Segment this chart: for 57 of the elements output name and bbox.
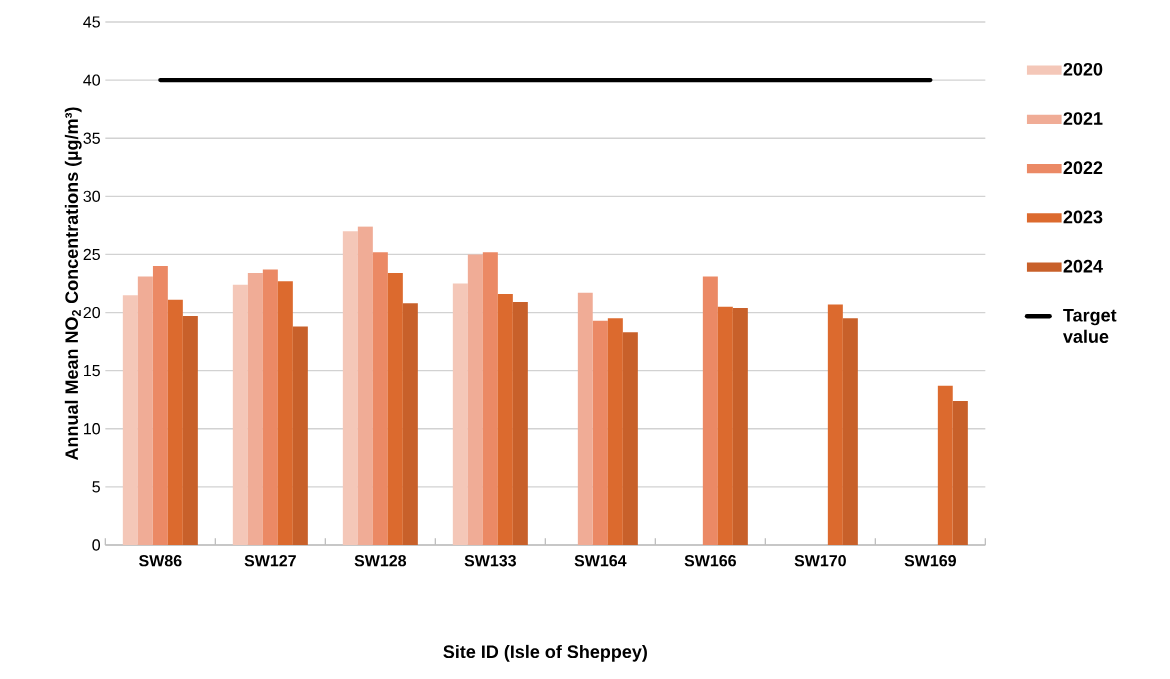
x-tick-label: SW128	[354, 555, 407, 567]
bar	[387, 273, 403, 546]
bar	[937, 385, 953, 546]
x-tick-label: SW164	[574, 555, 627, 567]
y-tick-label: 20	[83, 306, 101, 319]
bar	[512, 302, 528, 546]
y-tick-label: 10	[84, 423, 101, 435]
bar	[372, 252, 388, 546]
x-tick-label: SW86	[139, 555, 182, 567]
y-tick-label: 30	[83, 190, 101, 202]
bar	[952, 400, 968, 546]
x-tick-label: SW169	[904, 555, 956, 567]
y-tick-label: 0	[92, 539, 101, 551]
y-axis-title: Annual Mean NO$_{2}$ Concentrations (µg/m³)	[64, 107, 82, 461]
bar	[592, 320, 608, 546]
bar	[452, 283, 468, 546]
y-tick-label: 40	[83, 74, 101, 86]
bar	[262, 269, 278, 546]
bar	[622, 332, 638, 546]
y-tick-label: 35	[83, 132, 100, 144]
y-tick-label: 45	[83, 16, 100, 28]
y-tick-label: 15	[84, 365, 100, 377]
x-tick-label: SW127	[244, 555, 296, 567]
x-axis-title: Site ID (Isle of Sheppey)	[443, 644, 647, 662]
bar	[277, 281, 293, 546]
bar	[607, 318, 623, 546]
bar	[497, 293, 513, 546]
bar	[122, 295, 138, 546]
bar	[827, 304, 843, 546]
bar	[842, 318, 858, 546]
legend-label: 2022	[1063, 161, 1103, 175]
bar	[467, 254, 483, 546]
legend-label: 2023	[1063, 210, 1103, 224]
legend-label: 2021	[1063, 112, 1103, 125]
bar	[167, 299, 183, 546]
x-tick-label: SW133	[464, 555, 516, 567]
bar	[137, 276, 153, 546]
bar	[402, 303, 418, 546]
bar	[732, 307, 748, 546]
bar	[232, 284, 248, 546]
bar	[292, 326, 308, 546]
y-tick-label: 5	[92, 481, 100, 493]
bar	[182, 316, 198, 546]
bar	[247, 273, 263, 546]
bar	[357, 226, 373, 546]
x-tick-label: SW170	[794, 555, 846, 567]
bar	[152, 266, 168, 546]
x-tick-label: SW166	[684, 555, 736, 567]
legend-label: 2020	[1063, 62, 1103, 76]
bar	[717, 306, 733, 546]
y-tick-label: 25	[83, 248, 100, 261]
bar	[342, 231, 358, 546]
legend-label: 2024	[1063, 259, 1103, 273]
bar	[482, 252, 498, 546]
legend-label: Target value	[1063, 309, 1117, 343]
bar	[577, 292, 593, 546]
bar	[702, 276, 718, 546]
